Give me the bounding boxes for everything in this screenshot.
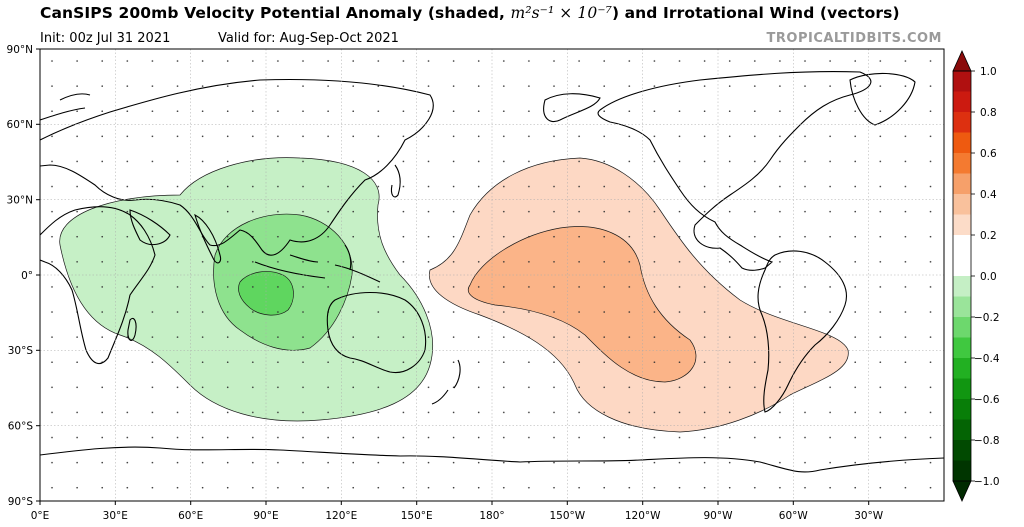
colorbar-swatch (953, 91, 971, 113)
coast-north-america (597, 70, 872, 271)
colorbar-label: 1.0 (980, 66, 997, 78)
colorbar-swatch (953, 419, 971, 441)
lon-label: 120°W (625, 510, 661, 522)
lon-label: 150°W (549, 510, 585, 522)
valid-period: Valid for: Aug-Sep-Oct 2021 (218, 31, 399, 46)
colorbar-extend-bottom (952, 480, 972, 502)
lat-labels: 90°N 60°N 30°N 0° 30°S 60°S 90°S (7, 44, 34, 508)
lon-label: 0°E (31, 510, 50, 522)
colorbar-label: 0.4 (980, 189, 997, 201)
lon-label: 180° (479, 510, 504, 522)
colorbar-swatch (953, 296, 971, 318)
coast-europe (40, 93, 91, 121)
colorbar-swatch (953, 337, 971, 359)
colorbar-swatch (953, 214, 971, 236)
colorbar-swatch (953, 112, 971, 133)
coast-maritime (254, 244, 381, 283)
coast-madagascar (127, 317, 137, 341)
colorbar-label: −0.6 (974, 394, 1000, 406)
lon-label: 150°E (401, 510, 433, 522)
colorbar-swatch (953, 71, 971, 92)
coast-india (194, 213, 222, 264)
lon-label: 90°E (253, 510, 278, 522)
colorbar-label: 0.2 (980, 230, 997, 242)
chart-title: CanSIPS 200mb Velocity Potential Anomaly… (40, 4, 900, 22)
brand-watermark: TROPICALTIDBITS.COM (766, 31, 942, 46)
lat-label: 0° (21, 270, 33, 282)
colorbar-swatch (953, 460, 971, 482)
coast-arabia (129, 209, 171, 246)
coast-south-america (757, 250, 847, 413)
colorbar-swatch (953, 440, 971, 461)
colorbar-swatch (953, 235, 971, 256)
colorbar-swatch (953, 358, 971, 379)
colorbar (952, 50, 975, 502)
lon-label: 30°E (103, 510, 128, 522)
lat-label: 60°N (7, 119, 33, 131)
colorbar-swatch (953, 399, 971, 420)
colorbar-labels: 1.0 0.8 0.6 0.4 0.2 0.0 −0.2 −0.4 −0.6 −… (974, 66, 1000, 488)
colorbar-swatch (953, 276, 971, 297)
colorbar-label: 0.6 (980, 148, 997, 160)
coast-africa (40, 206, 156, 365)
coast-japan (390, 164, 401, 198)
lon-label: 30°W (854, 510, 884, 522)
coast-nz (431, 359, 461, 405)
colorbar-swatch (953, 317, 971, 338)
lat-label: 90°N (7, 44, 33, 56)
coast-alaska (543, 93, 601, 123)
colorbar-label: −0.2 (974, 312, 1000, 324)
graticule (40, 49, 944, 501)
colorbar-swatch (953, 255, 971, 277)
colorbar-swatch (953, 378, 971, 400)
lat-label: 30°S (8, 345, 34, 357)
lon-labels: 0°E 30°E 60°E 90°E 120°E 150°E 180° 150°… (31, 510, 884, 522)
lon-label: 90°W (704, 510, 734, 522)
lat-label: 30°N (7, 195, 33, 207)
init-time: Init: 00z Jul 31 2021 (40, 31, 171, 46)
axis-ticks (36, 48, 870, 505)
coast-greenland (849, 72, 916, 126)
lat-label: 60°S (8, 421, 34, 433)
colorbar-swatch (953, 173, 971, 195)
lon-label: 60°W (779, 510, 809, 522)
colorbar-label: −0.8 (974, 435, 1000, 447)
colorbar-swatch (953, 194, 971, 215)
lon-label: 120°E (325, 510, 357, 522)
colorbar-label: 0.8 (980, 107, 997, 119)
coast-australia (326, 292, 427, 374)
coast-antarctica (40, 446, 944, 473)
colorbar-label: −0.4 (974, 353, 1000, 365)
colorbar-label: 0.0 (980, 271, 997, 283)
colorbar-swatch (953, 132, 971, 154)
lon-label: 60°E (178, 510, 203, 522)
lat-label: 90°S (8, 496, 34, 508)
colorbar-extend-top (952, 50, 972, 72)
colorbar-label: −1.0 (974, 476, 1000, 488)
colorbar-swatch (953, 153, 971, 174)
